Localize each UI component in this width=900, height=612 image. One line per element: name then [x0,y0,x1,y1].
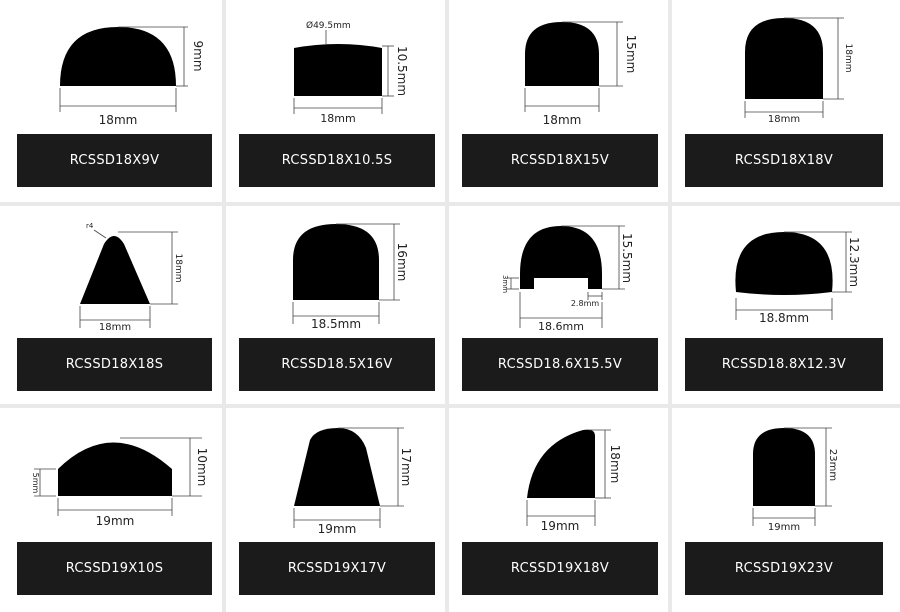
profile-code-label: RCSSD18.6X15.5V [462,338,658,391]
profile-drawing-12: 23mm 19mm [752,427,838,533]
width-dim: 19mm [768,522,800,533]
profile-shape [294,44,382,96]
profile-code-label: RCSSD19X18V [462,542,658,595]
profile-shape [294,428,380,506]
profile-shape [745,18,823,99]
width-dim: 18mm [320,112,355,125]
profile-drawing-8: 12.3mm 18.8mm [735,231,861,325]
height-dim: 10mm [195,448,209,487]
profile-shape [520,226,602,289]
profile-shape [525,22,599,86]
profile-drawing-6: 16mm 18.5mm [292,223,409,331]
width-dim: 18.8mm [759,311,809,325]
diameter-note: Ø49.5mm [306,20,351,31]
profile-code-label: RCSSD18X15V [462,134,658,187]
profile-drawing-11: 18mm 19mm [526,429,622,533]
height-dim: 23mm [827,449,838,481]
profile-card-10: 17mm 19mm RCSSD19X17V [226,408,445,612]
profile-drawing-7: 15.5mm 3mm 2.8mm 18.6mm [501,225,634,333]
profile-drawing-9: 10mm 5mm 19mm [31,437,209,528]
profile-code-label: RCSSD18X9V [17,134,212,187]
profile-code-label: RCSSD18X18V [685,134,883,187]
slot-height-dim: 3mm [501,275,509,293]
profile-card-4: 18mm 18mm RCSSD18X18V [672,0,900,202]
radius-note: r4 [86,222,94,230]
width-dim: 19mm [541,519,580,533]
profile-code-label: RCSSD18.8X12.3V [685,338,883,391]
width-dim: 18mm [99,113,138,127]
height-dim: 15.5mm [620,233,634,283]
profile-code-label: RCSSD19X10S [17,542,212,595]
height-dim: 15mm [624,35,638,74]
profile-card-5: r4 18mm 18mm RCSSD18X18S [0,206,222,404]
profile-code-label: RCSSD18.5X16V [239,338,435,391]
profile-card-9: 10mm 5mm 19mm RCSSD19X10S [0,408,222,612]
profile-drawing-4: 18mm 18mm [744,17,853,125]
height-dim: 12.3mm [847,237,861,287]
width-dim: 18mm [99,322,131,333]
profile-card-12: 23mm 19mm RCSSD19X23V [672,408,900,612]
profile-drawing-5: r4 18mm 18mm [79,222,183,333]
profile-card-1: 9mm 18mm RCSSD18X9V [0,0,222,202]
profile-shape [60,27,176,86]
profile-drawing-1: 9mm 18mm [59,26,205,127]
height-dim: 18mm [843,44,853,73]
profile-code-label: RCSSD18X18S [17,338,212,391]
height-dim: 16mm [395,243,409,282]
profile-shape [735,232,833,295]
width-dim: 18.5mm [311,317,361,331]
width-dim: 18mm [768,114,800,125]
width-dim: 19mm [318,522,357,536]
dimension-line [93,229,107,239]
profile-drawing-3: 15mm 18mm [524,21,638,127]
profile-shape [293,224,379,300]
width-dim: 19mm [96,514,135,528]
profile-card-2: Ø49.5mm 10.5mm 18mm RCSSD18X10.5S [226,0,445,202]
height-dim: 18mm [608,445,622,484]
profile-code-label: RCSSD18X10.5S [239,134,435,187]
height-dim: 18mm [173,254,183,283]
profile-card-6: 16mm 18.5mm RCSSD18.5X16V [226,206,445,404]
width-dim: 18.6mm [538,320,584,333]
height-dim: 17mm [399,448,413,487]
profile-card-7: 15.5mm 3mm 2.8mm 18.6mm RCSSD18.6X15.5V [449,206,668,404]
height-dim: 10.5mm [395,46,409,96]
width-dim: 18mm [543,113,582,127]
profile-card-11: 18mm 19mm RCSSD19X18V [449,408,668,612]
profile-card-8: 12.3mm 18.8mm RCSSD18.8X12.3V [672,206,900,404]
slot-width-dim: 2.8mm [571,299,600,308]
profile-shape [527,429,595,498]
profile-shape [58,442,172,496]
base-height-dim: 5mm [31,473,40,494]
profile-shape [80,236,150,304]
profile-drawing-2: Ø49.5mm 10.5mm 18mm [293,20,409,125]
profile-code-label: RCSSD19X17V [239,542,435,595]
profile-drawing-10: 17mm 19mm [293,427,413,536]
profile-card-3: 15mm 18mm RCSSD18X15V [449,0,668,202]
profile-code-label: RCSSD19X23V [685,542,883,595]
profile-shape [753,428,815,506]
height-dim: 9mm [191,40,205,71]
